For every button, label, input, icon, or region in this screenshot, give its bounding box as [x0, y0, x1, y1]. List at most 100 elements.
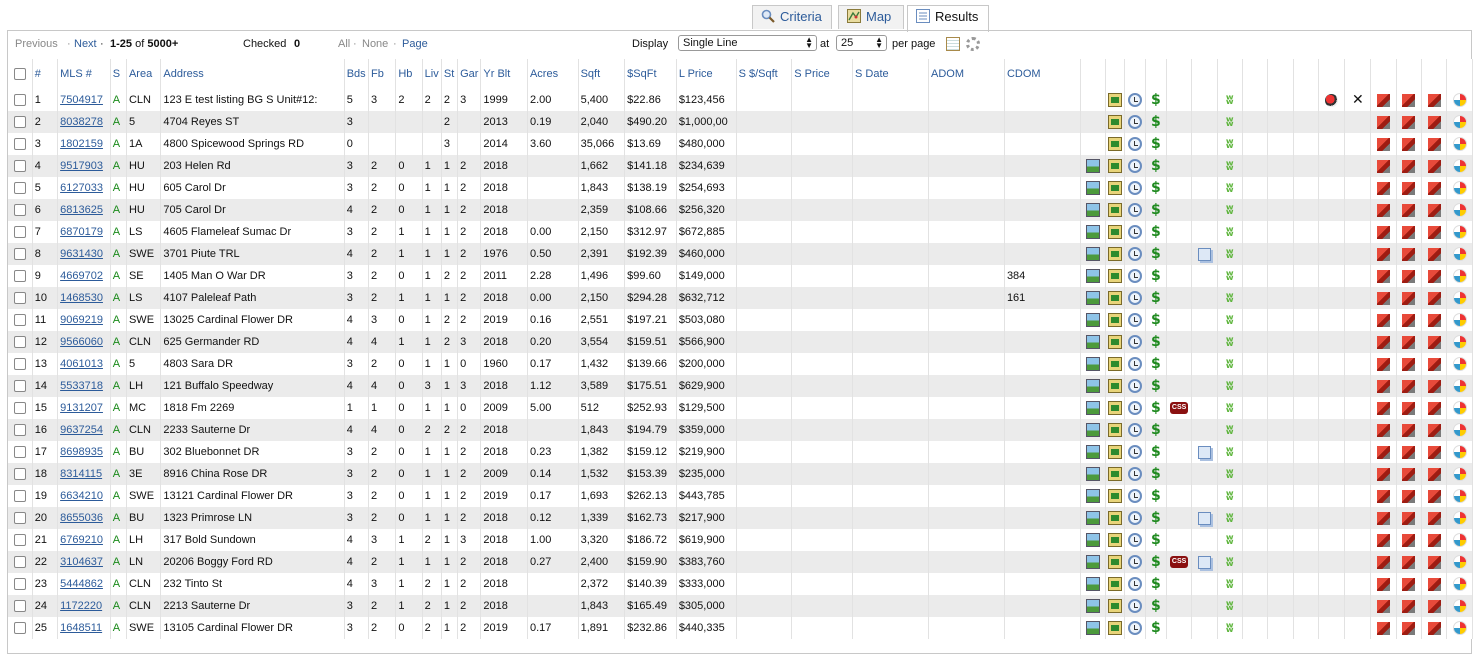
map-pin-icon[interactable]	[1452, 313, 1467, 327]
row-checkbox[interactable]	[13, 446, 26, 459]
row-checkbox[interactable]	[13, 336, 26, 349]
row-checkbox[interactable]	[13, 160, 26, 173]
cube-icon[interactable]	[1377, 379, 1391, 393]
mls-link[interactable]: 9631430	[60, 248, 103, 260]
dollar-icon[interactable]: $	[1150, 312, 1161, 328]
cube-icon[interactable]	[1377, 159, 1391, 173]
cube-icon[interactable]	[1377, 555, 1391, 569]
copy-icon[interactable]	[1197, 445, 1211, 459]
photo-icon[interactable]	[1086, 225, 1101, 239]
history-clock-icon[interactable]	[1128, 511, 1143, 525]
history-clock-icon[interactable]	[1128, 269, 1143, 283]
row-checkbox[interactable]	[13, 138, 26, 151]
cube-icon[interactable]	[1377, 599, 1391, 613]
row-checkbox[interactable]	[13, 94, 26, 107]
cube-icon[interactable]	[1427, 291, 1441, 305]
cube-icon[interactable]	[1402, 159, 1416, 173]
report-icon[interactable]	[1108, 357, 1123, 371]
cube-icon[interactable]	[1427, 599, 1441, 613]
history-clock-icon[interactable]	[1128, 379, 1143, 393]
history-clock-icon[interactable]	[1128, 489, 1143, 503]
table-row[interactable]: 11 9069219 A SWE 13025 Cardinal Flower DR 4 3 0…	[8, 309, 1473, 331]
history-clock-icon[interactable]	[1128, 137, 1143, 151]
green-leaf-icon[interactable]: ʬ	[1225, 114, 1234, 130]
cube-icon[interactable]	[1377, 137, 1391, 151]
mls-link[interactable]: 9131207	[60, 402, 103, 414]
table-row[interactable]: 21 6769210 A LH 317 Bold Sundown 4 3 1 2 1 3 2018 1.…	[8, 529, 1473, 551]
report-icon[interactable]	[1108, 555, 1123, 569]
mls-link[interactable]: 5444862	[60, 578, 103, 590]
history-clock-icon[interactable]	[1128, 291, 1143, 305]
table-row[interactable]: 8 9631430 A SWE 3701 Piute TRL 4 2 1 1 1 2 1976 0.50…	[8, 243, 1473, 265]
cube-icon[interactable]	[1402, 93, 1416, 107]
photo-icon[interactable]	[1086, 335, 1101, 349]
cube-icon[interactable]	[1427, 159, 1441, 173]
cube-icon[interactable]	[1402, 401, 1416, 415]
map-pin-icon[interactable]	[1452, 291, 1467, 305]
row-checkbox[interactable]	[13, 248, 26, 261]
column-header-mls[interactable]: MLS #	[57, 59, 111, 89]
row-checkbox[interactable]	[13, 314, 26, 327]
row-checkbox[interactable]	[13, 380, 26, 393]
cube-icon[interactable]	[1402, 599, 1416, 613]
mls-link[interactable]: 3104637	[60, 556, 103, 568]
tab-criteria[interactable]: Criteria	[752, 5, 832, 29]
cube-icon[interactable]	[1377, 335, 1391, 349]
green-leaf-icon[interactable]: ʬ	[1225, 246, 1234, 262]
cube-icon[interactable]	[1427, 621, 1441, 635]
history-clock-icon[interactable]	[1128, 159, 1143, 173]
green-leaf-icon[interactable]: ʬ	[1225, 136, 1234, 152]
photo-icon[interactable]	[1086, 621, 1101, 635]
cube-icon[interactable]	[1377, 511, 1391, 525]
cube-icon[interactable]	[1427, 511, 1441, 525]
cube-icon[interactable]	[1402, 511, 1416, 525]
map-pin-icon[interactable]	[1452, 401, 1467, 415]
column-header-acres[interactable]: Acres	[527, 59, 579, 89]
cube-icon[interactable]	[1427, 401, 1441, 415]
table-row[interactable]: 5 6127033 A HU 605 Carol Dr 3 2 0 1 1 2 2018 1,843 $1…	[8, 177, 1473, 199]
row-checkbox[interactable]	[13, 622, 26, 635]
column-header-beds[interactable]: Bds	[344, 59, 370, 89]
column-header-sqft[interactable]: Sqft	[578, 59, 626, 89]
map-pin-icon[interactable]	[1452, 159, 1467, 173]
row-checkbox[interactable]	[13, 226, 26, 239]
green-leaf-icon[interactable]: ʬ	[1225, 576, 1234, 592]
row-checkbox[interactable]	[13, 512, 26, 525]
cube-icon[interactable]	[1427, 269, 1441, 283]
column-header-address[interactable]: Address	[160, 59, 345, 89]
map-pin-icon[interactable]	[1452, 225, 1467, 239]
cube-icon[interactable]	[1427, 203, 1441, 217]
mls-link[interactable]: 6634210	[60, 490, 103, 502]
map-pin-icon[interactable]	[1452, 247, 1467, 261]
dollar-icon[interactable]: $	[1150, 620, 1161, 636]
report-icon[interactable]	[1108, 379, 1123, 393]
select-all-checkbox[interactable]	[13, 68, 26, 81]
report-icon[interactable]	[1108, 225, 1123, 239]
cube-icon[interactable]	[1377, 269, 1391, 283]
report-icon[interactable]	[1108, 159, 1123, 173]
column-header-garage[interactable]: Gar	[457, 59, 482, 89]
cube-icon[interactable]	[1377, 313, 1391, 327]
report-icon[interactable]	[1108, 313, 1123, 327]
report-icon[interactable]	[1108, 533, 1123, 547]
display-select[interactable]: Single Line ▲ ▼	[678, 35, 817, 51]
row-checkbox[interactable]	[13, 556, 26, 569]
map-pin-icon[interactable]	[1452, 357, 1467, 371]
dollar-icon[interactable]: $	[1150, 598, 1161, 614]
history-clock-icon[interactable]	[1128, 467, 1143, 481]
table-row[interactable]: 20 8655036 A BU 1323 Primrose LN 3 2 0 1 1 2 2018 0.…	[8, 507, 1473, 529]
column-header-num[interactable]: #	[32, 59, 59, 89]
cube-icon[interactable]	[1377, 291, 1391, 305]
history-clock-icon[interactable]	[1128, 423, 1143, 437]
cube-icon[interactable]	[1427, 467, 1441, 481]
cube-icon[interactable]	[1402, 533, 1416, 547]
map-pin-icon[interactable]	[1452, 423, 1467, 437]
cube-icon[interactable]	[1402, 555, 1416, 569]
green-leaf-icon[interactable]: ʬ	[1225, 224, 1234, 240]
cube-icon[interactable]	[1427, 489, 1441, 503]
table-row[interactable]: 23 5444862 A CLN 232 Tinto St 4 3 1 2 1 2 2018 2,372…	[8, 573, 1473, 595]
green-leaf-icon[interactable]: ʬ	[1225, 532, 1234, 548]
tab-map[interactable]: Map	[838, 5, 904, 29]
cube-icon[interactable]	[1402, 467, 1416, 481]
cube-icon[interactable]	[1377, 357, 1391, 371]
